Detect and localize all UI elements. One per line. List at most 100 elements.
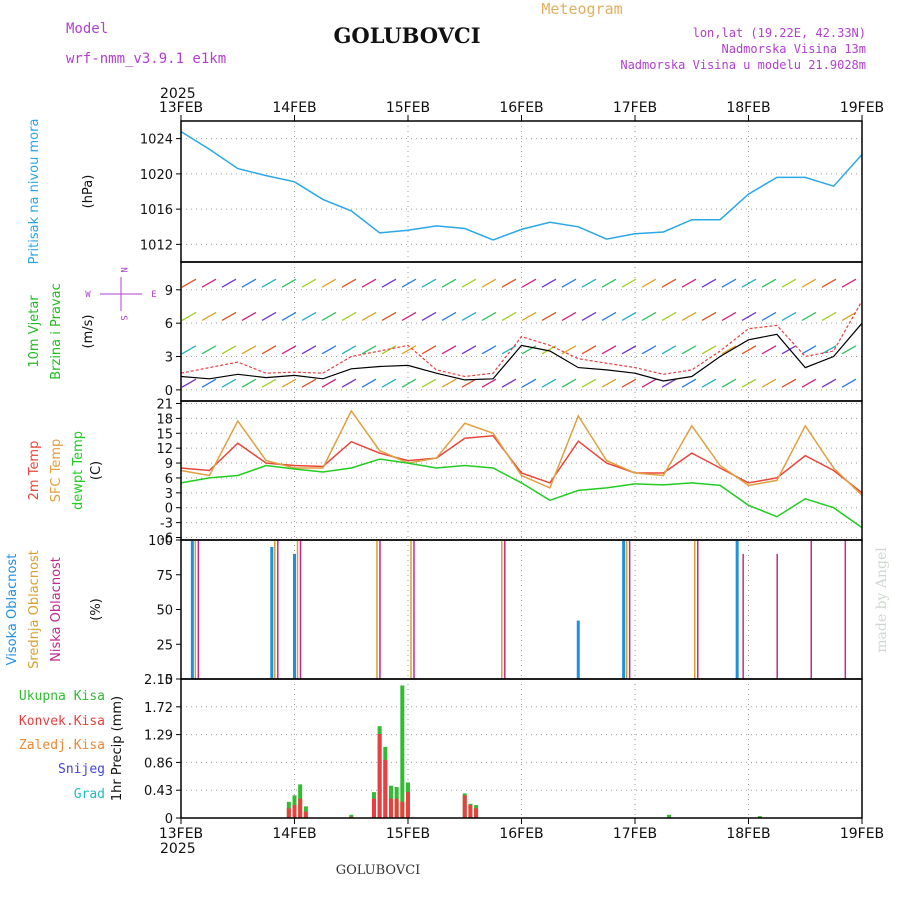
wind-arrow (501, 378, 517, 388)
y-axis-label: Pritisak na nivou mora (27, 119, 42, 265)
wind-arrow (501, 345, 517, 355)
y-tick-label: -3 (160, 517, 173, 532)
wind-arrow (381, 311, 397, 322)
wind-arrow (821, 311, 837, 322)
wind-arrow (241, 311, 257, 322)
precip-bar (400, 685, 405, 818)
wind-arrow (501, 278, 517, 288)
wind-arrow (681, 378, 697, 388)
wind-arrow (581, 345, 597, 355)
wind-arrow (461, 311, 477, 322)
wind-arrow (621, 345, 637, 355)
y-tick-label: 15 (156, 427, 173, 442)
y-tick-label: 50 (156, 604, 173, 619)
x-tick-label: 17FEB (613, 100, 657, 116)
precip-bar (286, 808, 291, 818)
compass-n: N (118, 267, 128, 272)
y-axis-label: Visoka Oblacnost (5, 554, 20, 666)
wind-arrow (201, 345, 217, 355)
coords-label: lon,lat (19.22E, 42.33N) (693, 26, 866, 40)
wind-arrow (181, 278, 197, 288)
elevation-label: Nadmorska Visina 13m (722, 42, 867, 56)
wind-arrow (461, 278, 477, 288)
wind-arrow (421, 378, 437, 388)
wind-arrow (441, 311, 457, 322)
wind-arrow (741, 278, 757, 288)
precip-bar (757, 816, 762, 818)
product-title: Meteogram (541, 0, 622, 18)
legend-snow: Snijeg (58, 762, 105, 777)
wind-arrow (201, 378, 217, 388)
y-tick-label: 0 (165, 673, 173, 688)
y-tick-label: 1.72 (144, 701, 173, 716)
wind-arrow (721, 378, 737, 388)
y-tick-label: 0 (165, 384, 173, 399)
compass-s: S (118, 315, 128, 320)
wind-arrow (601, 345, 617, 355)
series-line (180, 409, 863, 496)
wind-arrow (421, 278, 437, 288)
wind-arrow (681, 278, 697, 288)
y-tick-label: 1024 (140, 133, 173, 148)
x-tick-label: 14FEB (272, 826, 316, 842)
wind-arrow (261, 311, 277, 322)
y-tick-label: 3 (165, 487, 173, 502)
model-label: Model (66, 21, 108, 37)
legend-hail: Grad (74, 787, 105, 802)
wind-arrow (481, 378, 497, 388)
wind-arrow (801, 378, 817, 388)
wind-arrow (361, 378, 377, 388)
x-tick-label: 15FEB (386, 826, 430, 842)
wind-arrow (301, 345, 317, 355)
wind-arrow (341, 378, 357, 388)
y-tick-label: 9 (165, 457, 173, 472)
precip-bar (667, 814, 672, 818)
y-tick-label: 75 (156, 569, 173, 584)
wind-arrow (181, 345, 197, 355)
x-tick-label: 16FEB (499, 826, 543, 842)
wind-arrow (641, 378, 657, 388)
wind-arrow (481, 278, 497, 288)
wind-arrow (441, 345, 457, 355)
wind-arrow (281, 345, 297, 355)
wind-arrow (441, 378, 457, 388)
wind-arrow (761, 278, 777, 288)
wind-arrow (541, 378, 557, 388)
wind-arrow (821, 378, 837, 388)
wind-arrow (521, 345, 537, 355)
wind-arrow (801, 311, 817, 322)
y-tick-label: 2.15 (144, 673, 173, 688)
x-tick-label: 19FEB (840, 100, 884, 116)
panel-clouds: 0 25 50 75 100 Visoka Oblacnost Srednja Oblacn… (5, 534, 863, 688)
year-label-top: 2025 (160, 86, 196, 102)
wind-arrow (741, 311, 757, 322)
wind-arrow (621, 378, 637, 388)
wind-arrow (461, 345, 477, 355)
wind-arrow (781, 311, 797, 322)
y-tick-label: 1.29 (144, 729, 173, 744)
wind-arrow (201, 278, 217, 288)
panel-pressure: 1012 1016 1020 1024 Pritisak na nivou mora (h… (27, 119, 863, 265)
precip-bar (388, 798, 393, 818)
x-tick-label: 14FEB (272, 100, 316, 116)
panel-precipitation: 0 0.43 0.86 1.29 1.72 2.15 1hr Precip (mm) (110, 673, 863, 827)
wind-arrow (701, 378, 717, 388)
x-tick-label: 15FEB (386, 100, 430, 116)
x-tick-label: 17FEB (613, 826, 657, 842)
wind-arrow (821, 345, 837, 355)
wind-arrow (581, 278, 597, 288)
y-tick-label: 12 (156, 442, 173, 457)
wind-arrow (401, 278, 417, 288)
wind-arrow (381, 345, 397, 355)
footer-station: GOLUBOVCI (336, 863, 421, 878)
wind-arrow (201, 311, 217, 322)
wind-arrow (281, 278, 297, 288)
wind-arrow (701, 345, 717, 355)
wind-arrow (781, 278, 797, 288)
wind-arrow (661, 278, 677, 288)
precip-bar (349, 814, 354, 818)
wind-arrow (621, 311, 637, 322)
y-unit-label: (%) (89, 598, 104, 621)
wind-arrow (801, 278, 817, 288)
